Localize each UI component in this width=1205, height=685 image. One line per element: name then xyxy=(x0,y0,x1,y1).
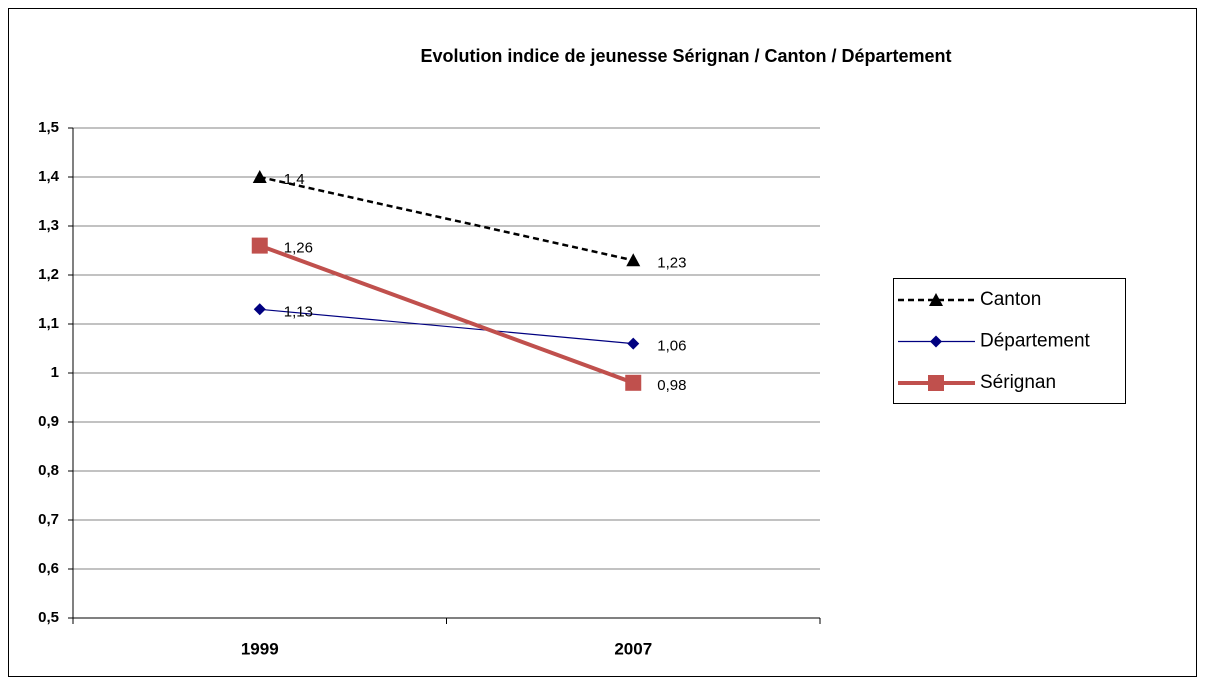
series-line xyxy=(259,175,634,262)
y-tick-label: 0,6 xyxy=(38,560,59,577)
legend-label: Sérignan xyxy=(980,372,1056,393)
y-tick-label: 1,2 xyxy=(38,266,59,283)
data-point xyxy=(251,237,268,254)
y-tick-label: 0,5 xyxy=(38,609,59,626)
x-tick-label: 1999 xyxy=(241,639,279,658)
series-line xyxy=(259,308,634,345)
data-point xyxy=(253,303,266,316)
y-tick-label: 0,9 xyxy=(38,413,59,430)
y-tick-label: 1,3 xyxy=(38,217,59,234)
data-label: 1,06 xyxy=(657,338,686,355)
data-label: 1,26 xyxy=(284,240,313,257)
y-tick-label: 1,1 xyxy=(38,315,59,332)
data-point xyxy=(252,170,267,183)
data-label: 1,4 xyxy=(284,171,305,188)
y-tick-label: 0,7 xyxy=(38,511,59,528)
legend-marker xyxy=(929,293,943,306)
y-tick-label: 0,8 xyxy=(38,462,59,479)
data-point xyxy=(627,337,640,350)
y-tick-label: 1,5 xyxy=(38,119,59,136)
data-point xyxy=(626,253,641,267)
y-tick-label: 1,4 xyxy=(38,168,60,185)
data-label: 0,98 xyxy=(657,377,686,394)
legend-marker xyxy=(930,335,942,348)
data-label: 1,13 xyxy=(284,303,313,320)
chart-title: Evolution indice de jeunesse Sérignan / … xyxy=(420,46,951,66)
series-line xyxy=(259,243,634,385)
legend-marker xyxy=(928,375,944,391)
data-label: 1,23 xyxy=(657,254,686,271)
y-tick-label: 1 xyxy=(51,364,59,381)
legend-label: Département xyxy=(980,331,1091,352)
data-point xyxy=(625,374,642,391)
x-tick-label: 2007 xyxy=(614,639,652,658)
legend-label: Canton xyxy=(980,289,1041,310)
